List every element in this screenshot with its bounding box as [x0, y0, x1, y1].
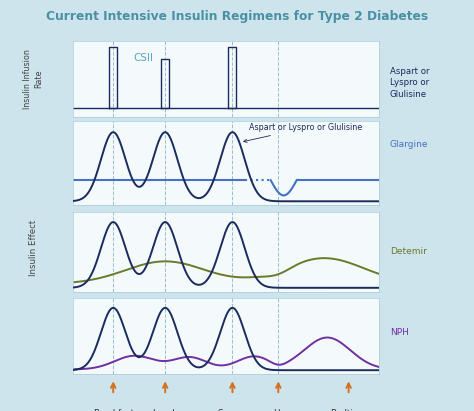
Text: Bedtime: Bedtime — [330, 409, 367, 411]
Text: Supper: Supper — [217, 409, 248, 411]
Text: Aspart or
Lyspro or
Glulisine: Aspart or Lyspro or Glulisine — [390, 67, 429, 99]
Text: Glargine: Glargine — [390, 140, 428, 149]
Text: CSII: CSII — [133, 53, 153, 63]
Text: NPH: NPH — [390, 328, 409, 337]
Text: Hs: Hs — [273, 409, 284, 411]
Text: Detemir: Detemir — [390, 247, 427, 256]
Text: Lunch: Lunch — [152, 409, 178, 411]
Text: Insulin Effect: Insulin Effect — [29, 219, 37, 276]
Text: Insulin Infusion
Rate: Insulin Infusion Rate — [23, 49, 43, 109]
Text: Aspart or Lyspro or Glulisine: Aspart or Lyspro or Glulisine — [244, 123, 363, 142]
Text: Breakfast: Breakfast — [92, 409, 134, 411]
Text: Current Intensive Insulin Regimens for Type 2 Diabetes: Current Intensive Insulin Regimens for T… — [46, 10, 428, 23]
